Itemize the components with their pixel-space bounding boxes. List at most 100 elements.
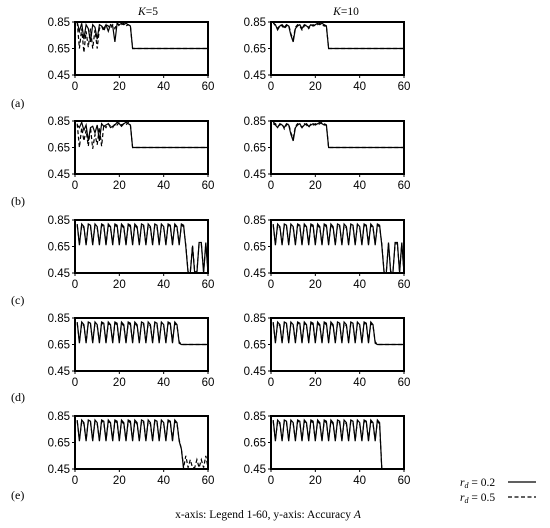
series-line-rd-0-5 <box>272 321 404 346</box>
x-tick-label: 40 <box>157 279 170 291</box>
y-tick-label: 0.45 <box>244 366 266 378</box>
x-tick-label: 20 <box>113 81 126 93</box>
panel-a-k5: 0.45 0.65 0.85 0 20 40 60 <box>48 17 215 93</box>
y-tick-label: 0.85 <box>48 116 70 128</box>
x-tick-label: 40 <box>353 279 366 291</box>
x-tick-label: 0 <box>72 81 78 93</box>
row-label-c: (c) <box>11 293 24 307</box>
x-tick-label: 40 <box>353 377 366 389</box>
panel-d-k5: 0.45 0.65 0.85 0 20 40 60 <box>48 313 215 389</box>
panel-d-k10: 0.45 0.65 0.85 0 20 40 60 <box>244 313 411 389</box>
plot-frame <box>74 120 209 175</box>
x-tick-label: 20 <box>309 81 322 93</box>
x-tick-label: 60 <box>202 377 215 389</box>
y-tick-label: 0.65 <box>48 143 70 155</box>
y-tick-label: 0.45 <box>48 366 70 378</box>
y-tick-label: 0.45 <box>244 169 266 181</box>
column-title-k5: K=5 <box>137 6 158 18</box>
series-line-rd-0-5 <box>76 223 209 273</box>
series-line-rd-0-2 <box>76 120 208 149</box>
y-tick-label: 0.45 <box>48 268 70 280</box>
series-line-rd-0-5 <box>272 419 404 470</box>
y-tick-label: 0.85 <box>48 411 70 423</box>
legend: rd = 0.2 rd = 0.5 <box>460 477 536 505</box>
x-tick-label: 0 <box>72 279 78 291</box>
x-tick-label: 20 <box>309 279 322 291</box>
x-tick-label: 40 <box>353 475 366 487</box>
figure-caption: x-axis: Legend 1-60, y-axis: Accuracy A <box>175 509 362 521</box>
y-tick-label: 0.65 <box>48 438 70 450</box>
series-line-rd-0-5 <box>76 321 208 346</box>
x-tick-label: 60 <box>202 81 215 93</box>
x-tick-label: 0 <box>72 475 78 487</box>
series-line-rd-0-2 <box>272 22 404 50</box>
series-line-rd-0-2 <box>76 222 209 274</box>
series-line-rd-0-2 <box>272 222 405 274</box>
series-line-rd-0-5 <box>76 121 208 149</box>
panel-c-k5: 0.45 0.65 0.85 0 20 40 60 <box>48 215 215 291</box>
y-tick-label: 0.85 <box>244 313 266 325</box>
row-label-d: (d) <box>11 390 25 404</box>
y-tick-label: 0.45 <box>244 268 266 280</box>
series-line-rd-0-2 <box>272 121 404 149</box>
row-label-b: (b) <box>11 194 25 208</box>
series-line-rd-0-5 <box>272 121 404 149</box>
plot-frame <box>74 219 209 274</box>
x-tick-label: 40 <box>157 81 170 93</box>
legend-label-rd-05: rd = 0.5 <box>460 492 495 505</box>
x-tick-label: 40 <box>157 377 170 389</box>
y-tick-label: 0.45 <box>48 70 70 82</box>
x-tick-label: 40 <box>353 180 366 192</box>
y-tick-label: 0.65 <box>244 340 266 352</box>
x-tick-label: 60 <box>202 180 215 192</box>
plot-frame <box>74 21 209 76</box>
plot-frame <box>270 219 405 274</box>
x-tick-label: 20 <box>113 180 126 192</box>
series-line-rd-0-5 <box>272 223 405 273</box>
column-titles: K=5 K=10 <box>137 6 359 18</box>
x-tick-label: 0 <box>268 475 274 487</box>
y-tick-label: 0.85 <box>244 411 266 423</box>
x-tick-label: 20 <box>113 475 126 487</box>
x-tick-label: 60 <box>202 279 215 291</box>
series-line-rd-0-5 <box>76 419 209 470</box>
x-tick-label: 60 <box>398 475 411 487</box>
y-tick-label: 0.85 <box>48 17 70 29</box>
row-labels: (a) (b) (c) (d) (e) <box>11 96 25 502</box>
panel-a-k10: 0.45 0.65 0.85 0 20 40 60 <box>244 17 411 93</box>
y-tick-label: 0.45 <box>48 464 70 476</box>
y-tick-label: 0.65 <box>244 438 266 450</box>
y-tick-label: 0.45 <box>48 169 70 181</box>
y-tick-label: 0.65 <box>48 44 70 56</box>
y-tick-label: 0.45 <box>244 464 266 476</box>
y-tick-label: 0.45 <box>244 70 266 82</box>
x-tick-label: 60 <box>398 180 411 192</box>
chart-panels: 0.450.650.850 20 40 600.450.650.850 20 40 600.… <box>48 17 411 487</box>
legend-label-rd-02: rd = 0.2 <box>460 477 495 490</box>
x-tick-label: 20 <box>309 180 322 192</box>
row-label-e: (e) <box>11 488 24 502</box>
panel-b-k5: 0.45 0.65 0.85 0 20 40 60 <box>48 116 215 192</box>
y-tick-label: 0.85 <box>48 313 70 325</box>
plot-frame <box>270 21 405 76</box>
series-line-rd-0-2 <box>76 21 208 50</box>
panel-b-k10: 0.45 0.65 0.85 0 20 40 60 <box>244 116 411 192</box>
x-tick-label: 0 <box>268 377 274 389</box>
column-title-k10: K=10 <box>332 6 359 18</box>
y-tick-label: 0.85 <box>244 215 266 227</box>
series-line-rd-0-2 <box>76 320 208 346</box>
x-tick-label: 0 <box>268 279 274 291</box>
x-tick-label: 20 <box>309 377 322 389</box>
x-tick-label: 40 <box>353 81 366 93</box>
x-tick-label: 40 <box>157 475 170 487</box>
series-line-rd-0-2 <box>272 418 404 470</box>
y-tick-label: 0.65 <box>244 143 266 155</box>
x-tick-label: 60 <box>202 475 215 487</box>
plot-frame <box>270 317 405 372</box>
x-tick-label: 0 <box>268 81 274 93</box>
panel-e-k5: 0.45 0.65 0.85 0 20 40 60 <box>48 411 215 487</box>
x-tick-label: 0 <box>72 180 78 192</box>
y-tick-label: 0.65 <box>244 44 266 56</box>
panel-c-k10: 0.45 0.65 0.85 0 20 40 60 <box>244 215 411 291</box>
